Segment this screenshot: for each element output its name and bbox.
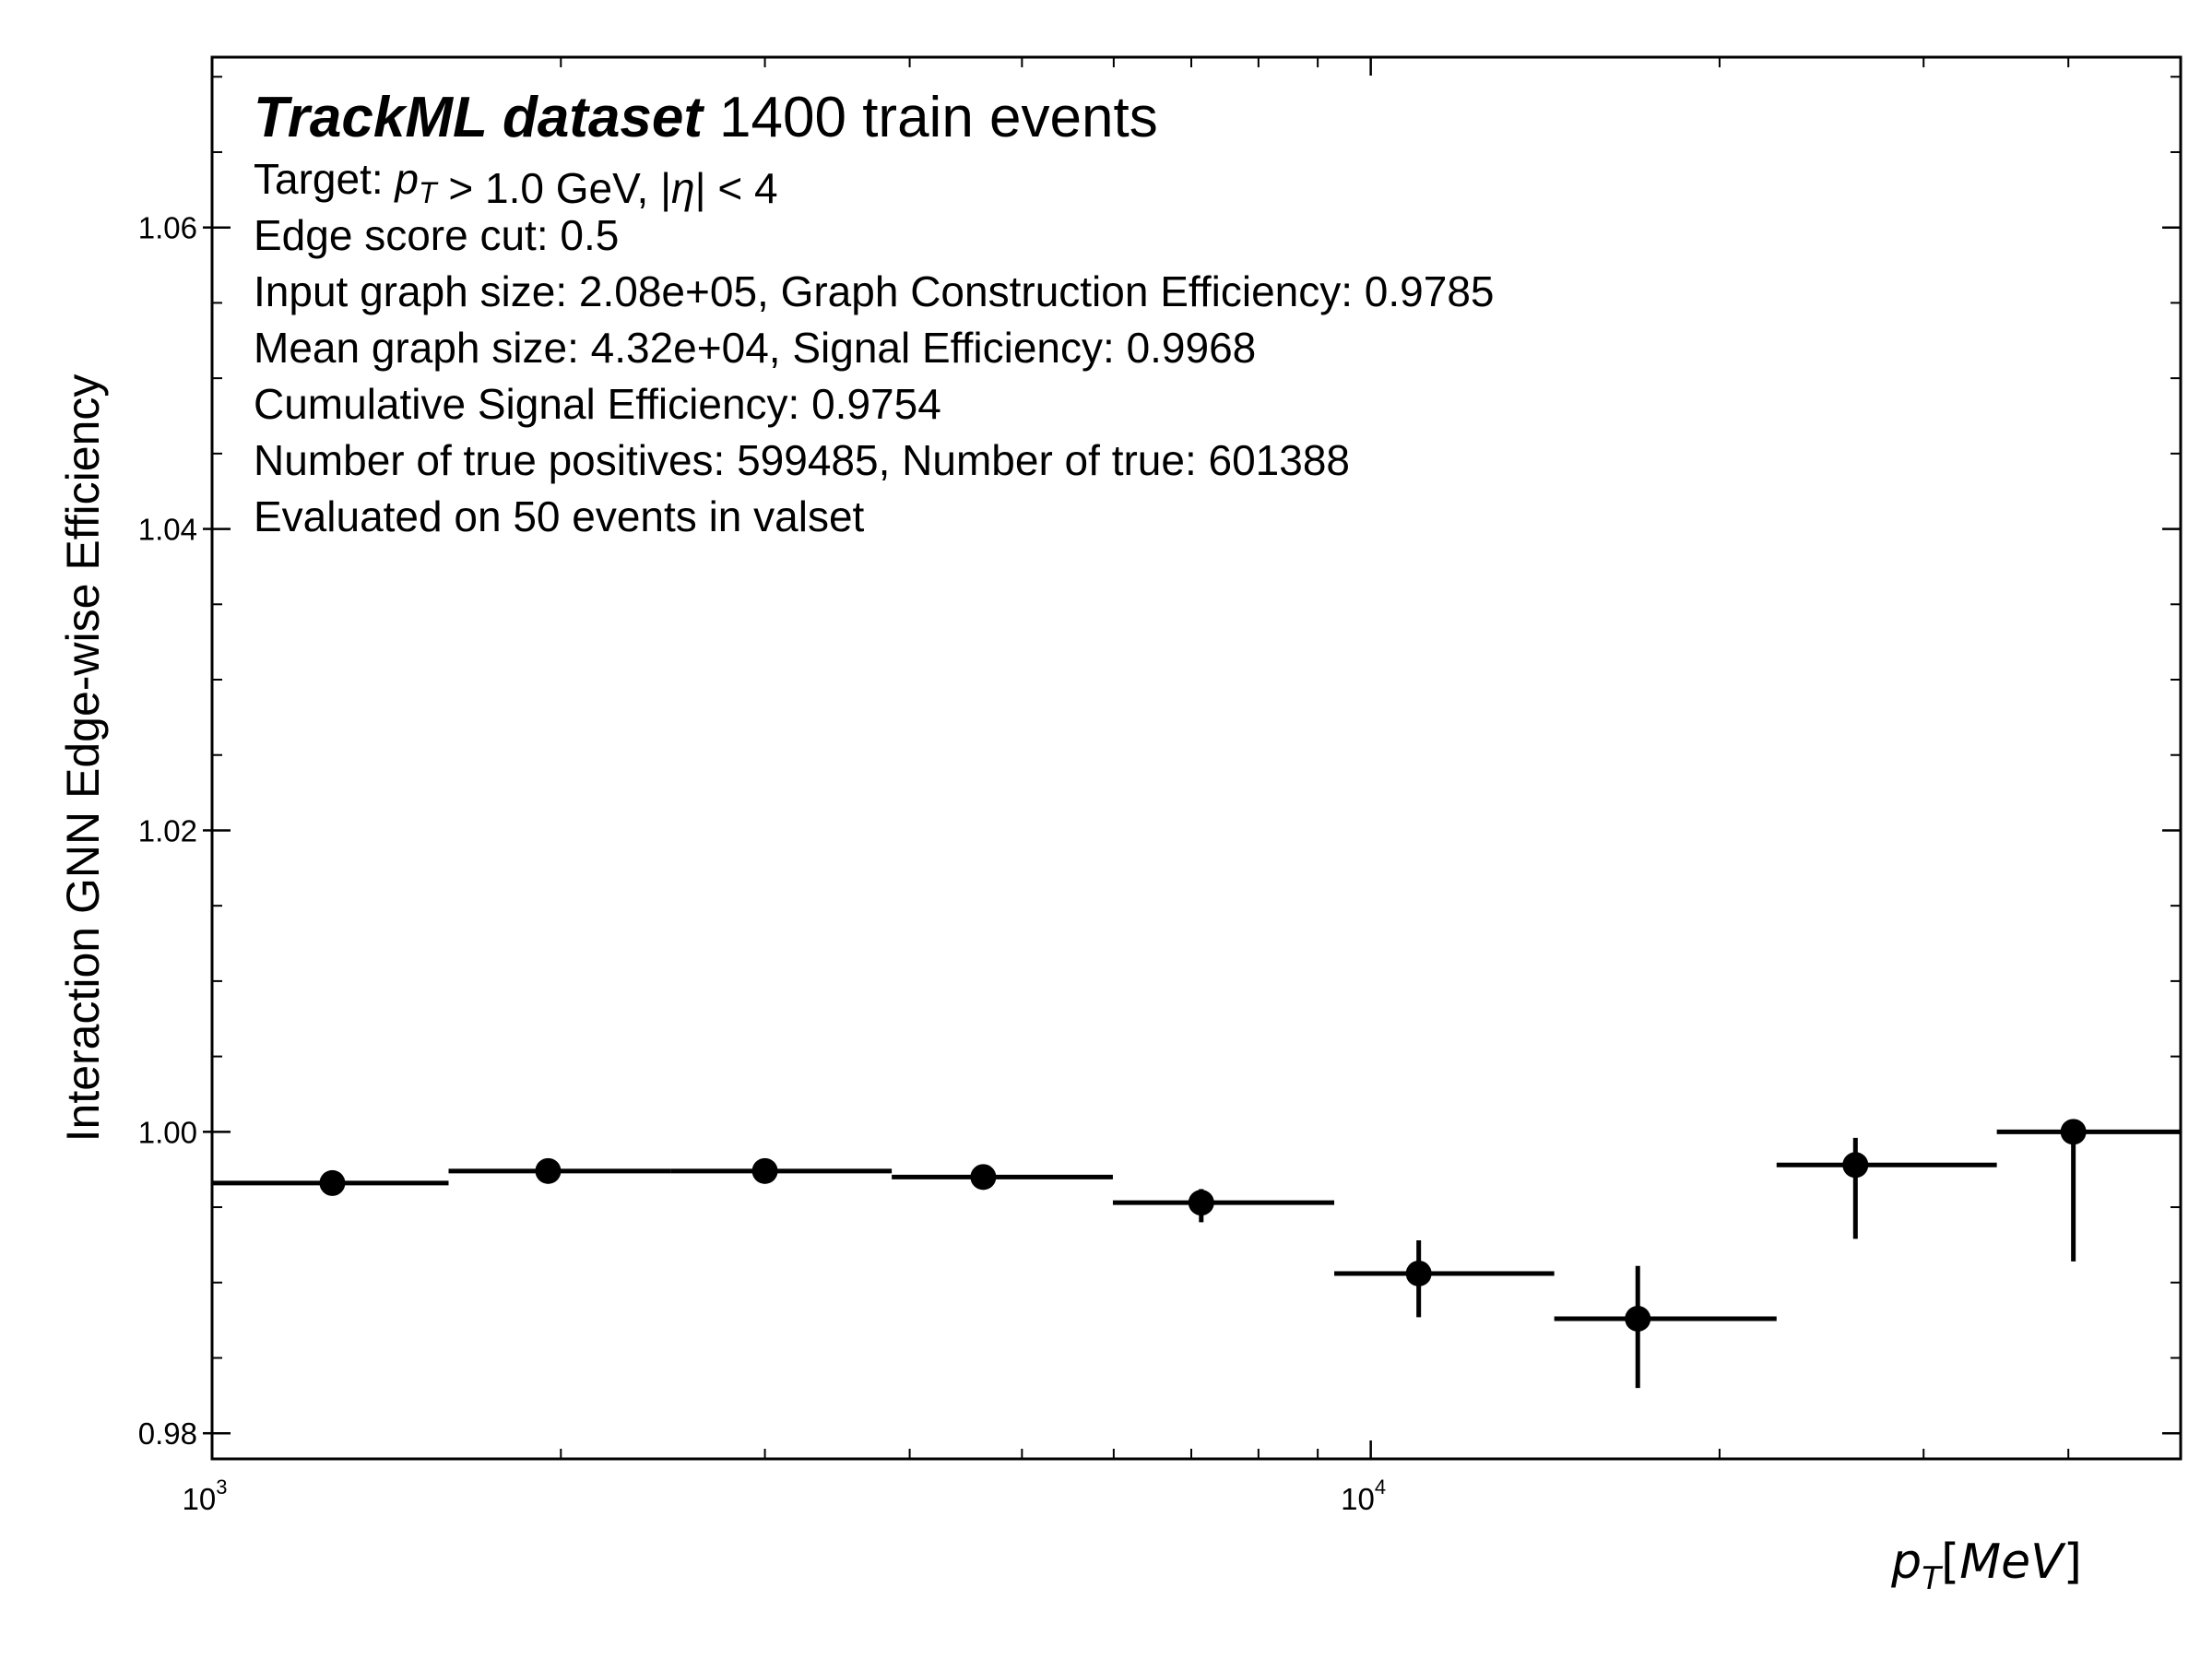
data-point bbox=[212, 1169, 449, 1196]
x-tick-label: 103 bbox=[183, 1475, 228, 1516]
point-marker bbox=[1842, 1152, 1869, 1179]
ticks-layer: 0.98 1.00 1.02 1.04 1.06 103 104 bbox=[138, 57, 2181, 1516]
point-marker bbox=[2060, 1119, 2087, 1145]
point-marker bbox=[1625, 1306, 1651, 1332]
x-tick-label: 104 bbox=[1341, 1475, 1386, 1516]
data-point bbox=[1334, 1240, 1555, 1318]
info-line: Target: pT > 1.0 GeV, |η| < 4 bbox=[254, 155, 778, 212]
y-tick-label: 1.00 bbox=[138, 1115, 197, 1149]
point-marker bbox=[751, 1157, 778, 1184]
point-marker bbox=[1188, 1190, 1214, 1216]
info-line: Input graph size: 2.08e+05, Graph Constr… bbox=[254, 267, 1495, 315]
point-marker bbox=[1405, 1260, 1432, 1286]
y-axis-label: Interaction GNN Edge-wise Efficiency bbox=[57, 374, 109, 1143]
data-point bbox=[1112, 1189, 1335, 1223]
data-point bbox=[448, 1157, 671, 1184]
data-point bbox=[1996, 1119, 2181, 1262]
y-tick-label: 1.02 bbox=[138, 813, 197, 847]
point-marker bbox=[970, 1164, 997, 1191]
chart-title: TrackML dataset 1400 train events bbox=[254, 86, 1158, 149]
point-marker bbox=[319, 1169, 346, 1196]
y-tick-label: 0.98 bbox=[138, 1416, 197, 1451]
points-layer bbox=[212, 1119, 2181, 1389]
data-point bbox=[670, 1157, 893, 1184]
plot-frame bbox=[210, 55, 2182, 1461]
info-line: Edge score cut: 0.5 bbox=[254, 211, 619, 259]
info-line: Evaluated on 50 events in valset bbox=[254, 492, 865, 540]
y-tick-label: 1.04 bbox=[138, 513, 197, 547]
point-marker bbox=[535, 1157, 562, 1184]
chart-title-rest: 1400 train events bbox=[719, 86, 1158, 149]
chart-title-bold: TrackML dataset bbox=[254, 86, 704, 149]
info-line: Number of true positives: 599485, Number… bbox=[254, 436, 1350, 484]
data-point bbox=[1554, 1265, 1777, 1389]
data-point bbox=[892, 1164, 1113, 1191]
x-axis-label: pT[MeV] bbox=[1890, 1535, 2082, 1597]
data-point bbox=[1776, 1137, 1997, 1239]
info-line: Cumulative Signal Efficiency: 0.9754 bbox=[254, 380, 941, 428]
y-tick-label: 1.06 bbox=[138, 211, 197, 245]
info-line: Mean graph size: 4.32e+04, Signal Effici… bbox=[254, 324, 1256, 372]
